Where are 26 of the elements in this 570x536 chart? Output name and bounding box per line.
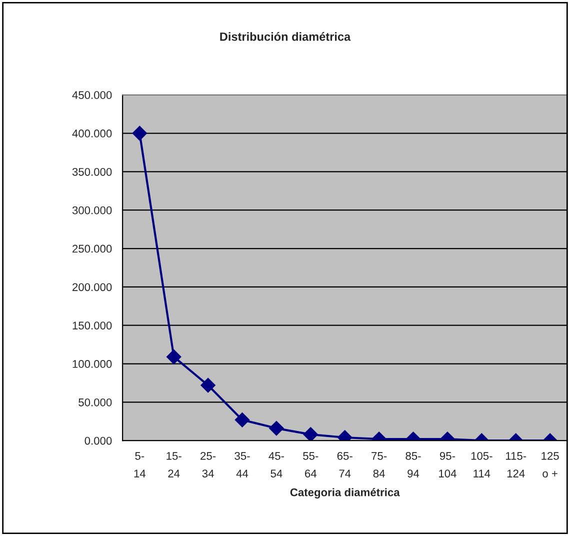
x-tick-label: 65- 74 bbox=[337, 452, 352, 478]
y-tick-label: 450.000 bbox=[72, 91, 112, 100]
y-tick-label: 0.000 bbox=[84, 436, 112, 445]
chart-title: Distribución diamétrica bbox=[220, 32, 351, 41]
x-tick-label: 45- 54 bbox=[268, 452, 284, 478]
x-tick-label: 35- 44 bbox=[234, 452, 250, 478]
x-tick-label: 95- 104 bbox=[439, 452, 456, 478]
x-tick-label: 125 o + bbox=[542, 452, 559, 478]
y-tick-label: 400.000 bbox=[72, 130, 112, 138]
x-tick-label: 15- 24 bbox=[166, 452, 182, 478]
x-tick-label: 75- 84 bbox=[372, 452, 387, 478]
x-tick-label: 55- 64 bbox=[303, 452, 318, 478]
x-tick-label: 115- 124 bbox=[506, 452, 526, 478]
point bbox=[132, 126, 148, 141]
x-tick-label: 5- 14 bbox=[134, 452, 146, 478]
y-tick-label: 250.000 bbox=[72, 244, 112, 253]
y-tick-label: 300.000 bbox=[72, 206, 112, 214]
y-tick-label: 100.000 bbox=[72, 360, 112, 368]
x-tick-label: 25- 34 bbox=[200, 452, 216, 478]
y-tick-label: 200.000 bbox=[72, 283, 112, 292]
x-axis-title: Categoria diamétrica bbox=[290, 488, 400, 498]
y-tick-label: 350.000 bbox=[72, 168, 112, 176]
x-tick-label: 85- 94 bbox=[406, 452, 421, 478]
y-tick-label: 50.000 bbox=[78, 398, 112, 406]
x-tick-label: 105- 114 bbox=[471, 452, 492, 478]
y-tick-label: 150.000 bbox=[72, 322, 112, 330]
